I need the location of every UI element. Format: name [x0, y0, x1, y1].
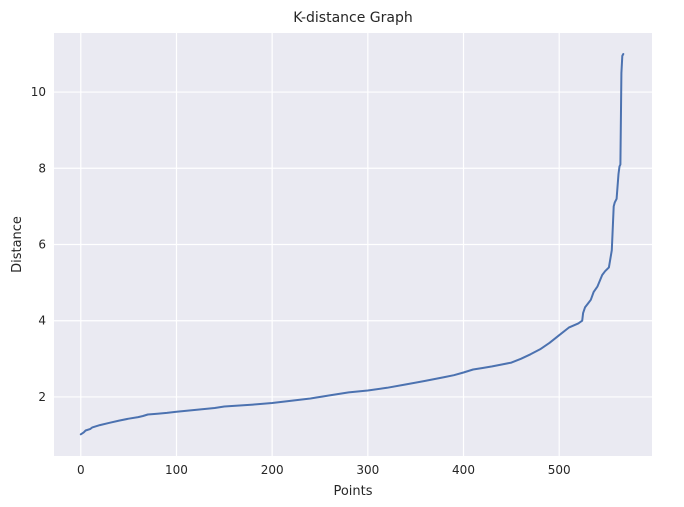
- y-tick-label: 10: [31, 85, 46, 99]
- y-axis: 2 4 6 8 10: [31, 85, 46, 404]
- x-tick-label: 0: [77, 463, 85, 477]
- x-tick-label: 400: [452, 463, 475, 477]
- y-tick-label: 8: [38, 161, 46, 175]
- series-group: [79, 53, 625, 436]
- x-tick-label: 200: [261, 463, 284, 477]
- x-axis: 0 100 200 300 400 500: [77, 463, 571, 477]
- y-axis-label: Distance: [10, 216, 25, 273]
- x-tick-label: 500: [548, 463, 571, 477]
- x-tick-label: 100: [165, 463, 188, 477]
- y-tick-label: 2: [38, 390, 46, 404]
- grid-lines: [54, 33, 652, 456]
- y-tick-label: 4: [38, 314, 46, 328]
- chart-title: K-distance Graph: [293, 10, 412, 26]
- x-axis-label: Points: [333, 484, 372, 499]
- y-tick-label: 6: [38, 238, 46, 252]
- x-tick-label: 300: [356, 463, 379, 477]
- series-line-0: [79, 53, 625, 436]
